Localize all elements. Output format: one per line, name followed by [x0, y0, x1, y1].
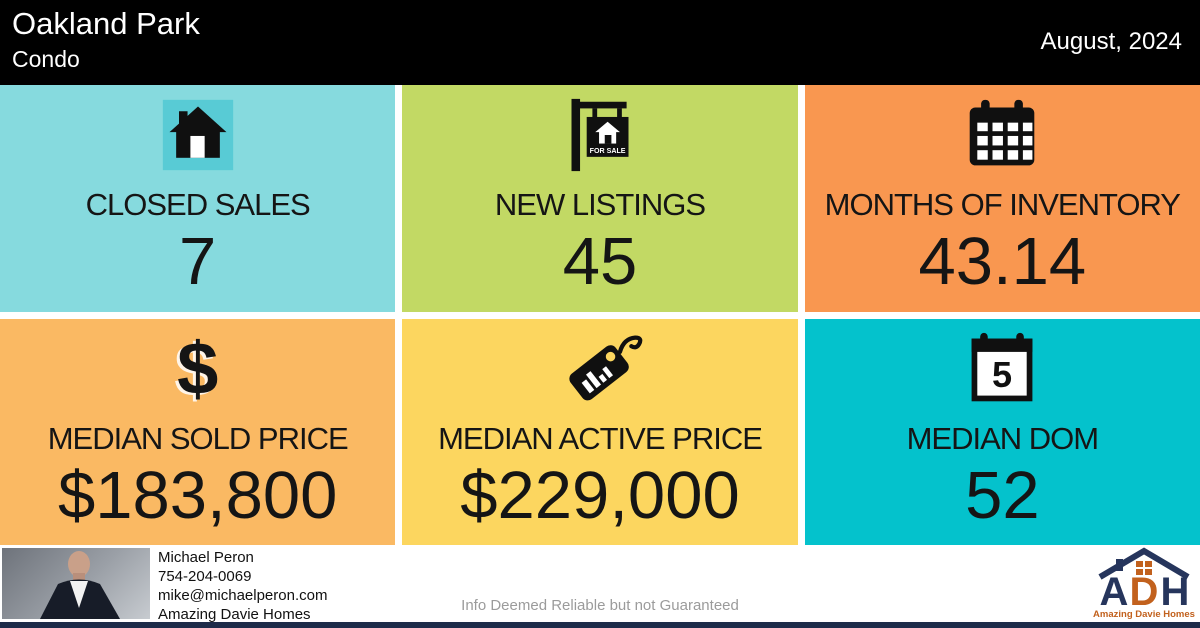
agent-contact-block: Michael Peron 754-204-0069 mike@michaelp… [158, 548, 327, 624]
agent-phone: 754-204-0069 [158, 568, 252, 585]
house-icon [160, 97, 236, 173]
stat-label: MEDIAN SOLD PRICE [47, 420, 349, 456]
stat-label: MEDIAN DOM [906, 420, 1099, 456]
dollar-icon: $ [177, 326, 219, 410]
stat-label: CLOSED SALES [85, 187, 311, 222]
stat-value: $229,000 [460, 457, 740, 533]
property-type-label: Condo [12, 46, 80, 72]
stat-label: NEW LISTINGS [494, 187, 706, 222]
stat-tile-median-sold-price: $ MEDIAN SOLD PRICE $183,800 [0, 318, 396, 545]
logo-letter-h: H [1161, 570, 1190, 607]
stat-tile-median-active-price: MEDIAN ACTIVE PRICE $229,000 [402, 318, 798, 545]
for-sale-sign-icon: FOR SALE [562, 97, 638, 173]
stat-tile-months-of-inventory: MONTHS OF INVENTORY 43.14 [804, 85, 1200, 312]
for-sale-text: FOR SALE [590, 147, 626, 155]
agent-name: Michael Peron [158, 549, 254, 566]
stat-tile-new-listings: FOR SALE NEW LISTINGS 45 [402, 85, 798, 312]
calendar-icon [964, 97, 1040, 173]
stat-tile-closed-sales: CLOSED SALES 7 [0, 85, 396, 312]
adh-house-icon: A D H [1098, 547, 1190, 614]
stat-value: 45 [562, 224, 638, 299]
logo-caption: Amazing Davie Homes [1093, 609, 1195, 620]
logo-letter-a: A [1100, 570, 1129, 607]
page-title: Oakland Park [12, 6, 200, 41]
brand-logo: A D H Amazing Davie Homes [1092, 545, 1196, 620]
stat-tile-grid: CLOSED SALES 7 FOR SALE NEW LISTINGS [0, 85, 1200, 545]
stat-label: MONTHS OF INVENTORY [824, 187, 1181, 222]
agent-company: Amazing Davie Homes [158, 606, 311, 623]
stat-value: 7 [179, 224, 217, 299]
calendar-day-number: 5 [992, 354, 1012, 395]
stat-label: MEDIAN ACTIVE PRICE [438, 420, 763, 456]
footer: Michael Peron 754-204-0069 mike@michaelp… [0, 545, 1200, 624]
stat-value: 52 [965, 457, 1040, 533]
agent-email: mike@michaelperon.com [158, 587, 328, 604]
header: Oakland Park Condo August, 2024 [0, 0, 1200, 85]
stat-value: $183,800 [57, 457, 338, 533]
logo-letter-d: D [1130, 570, 1159, 607]
bottom-accent-bar [0, 622, 1200, 628]
stat-value: 43.14 [918, 224, 1087, 299]
price-tag-icon [557, 331, 643, 407]
stat-tile-median-dom: 5 MEDIAN DOM 52 [804, 318, 1200, 545]
report-date: August, 2024 [1040, 28, 1182, 55]
calendar-day-icon: 5 [964, 331, 1040, 407]
agent-photo [2, 548, 150, 619]
disclaimer-text: Info Deemed Reliable but not Guaranteed [461, 597, 739, 614]
